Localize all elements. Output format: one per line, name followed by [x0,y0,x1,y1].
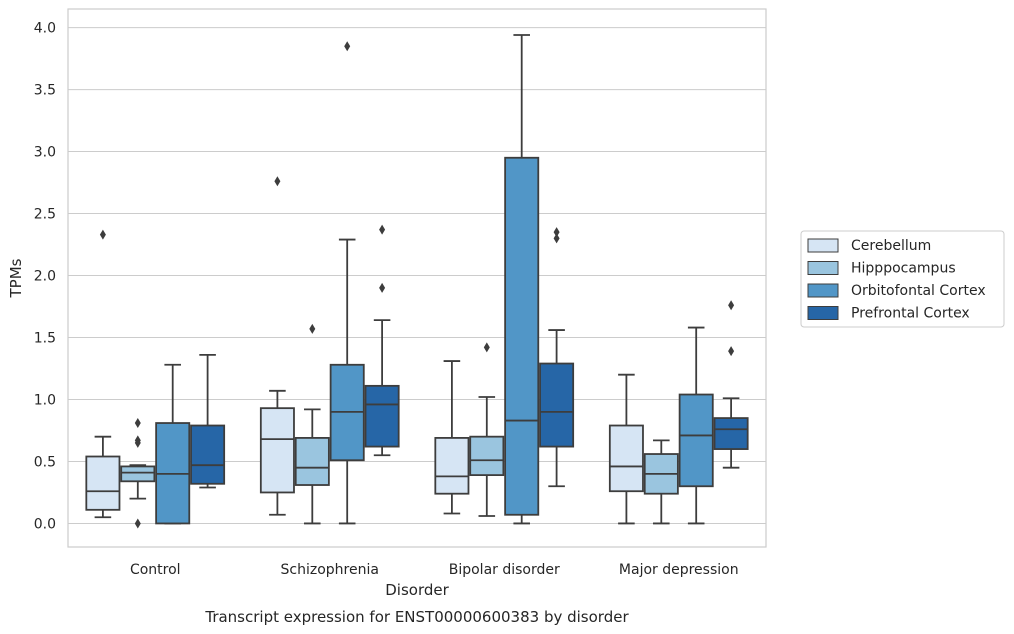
legend-entry: Hipppocampus [851,261,956,277]
legend: Cerebellum Hipppocampus Orbitofontal Corte… [800,230,1005,328]
box-group [643,439,679,525]
outlier-point [728,346,735,357]
legend-swatch [807,306,839,320]
outlier-point [553,227,560,238]
legend-entry: Prefrontal Cortex [851,306,970,322]
x-axis-label: Disorder [385,581,449,599]
x-tick-labels: Control Schizophrenia Bipolar disorder Majo… [130,562,739,578]
box-group [329,41,365,525]
y-tick-label: 2.5 [34,207,56,223]
box-body [120,465,156,483]
box-group [434,360,470,515]
box-body [434,437,470,495]
box-body [364,384,400,448]
y-tick-labels: 0.0 0.5 1.0 1.5 2.0 2.5 3.0 3.5 4.0 [34,21,56,533]
legend-frame [800,230,1005,328]
legend-swatch [807,238,839,253]
y-tick-label: 0.5 [34,454,56,470]
box-body [678,393,714,488]
box-group [120,418,156,529]
box-group [504,34,540,525]
box-plots [85,34,749,529]
box-group [259,176,295,516]
outlier-point [134,418,141,429]
chart-caption: Transcript expression for ENST0000060038… [204,608,629,626]
box-body [294,437,330,486]
y-tick-label: 4.0 [34,21,56,37]
box-body [608,424,644,493]
outlier-point [274,176,281,187]
outlier-point [379,224,386,235]
outlier-point [553,233,560,244]
y-tick-label: 3.0 [34,145,56,161]
box-body [190,424,226,485]
outlier-point [99,229,106,240]
x-tick-label: Bipolar disorder [449,562,560,578]
box-body [259,407,295,494]
y-tick-label: 1.5 [34,331,56,347]
box-body [85,455,121,511]
y-tick-label: 3.5 [34,83,56,99]
outlier-point [134,518,141,529]
box-group [85,229,121,519]
y-axis-label: TPMs [7,258,25,298]
x-tick-label: Major depression [619,562,739,578]
box-body [539,362,575,448]
outlier-point [483,342,490,353]
box-group [678,326,714,525]
plot-frame [67,8,767,548]
box-body [713,417,749,450]
box-group [608,373,644,525]
box-body [504,156,540,516]
box-group [469,342,505,517]
box-group [713,300,749,469]
legend-entry: Cerebellum [851,238,931,254]
outlier-point [309,323,316,334]
x-tick-label: Schizophrenia [281,562,379,578]
outlier-point [379,282,386,293]
outlier-point [728,300,735,311]
x-tick-label: Control [130,562,181,578]
box-group [294,323,330,525]
box-group [364,224,400,457]
y-tick-label: 0.0 [34,516,56,532]
outlier-point [134,437,141,448]
legend-swatch [807,261,839,275]
y-tick-label: 2.0 [34,269,56,285]
box-group [155,363,191,525]
legend-swatch [807,283,839,298]
y-tick-label: 1.0 [34,392,56,408]
box-body [469,435,505,477]
box-group [190,353,226,489]
outlier-point [344,41,351,52]
legend-entry: Orbitofontal Cortex [851,283,986,299]
box-group [539,227,575,488]
